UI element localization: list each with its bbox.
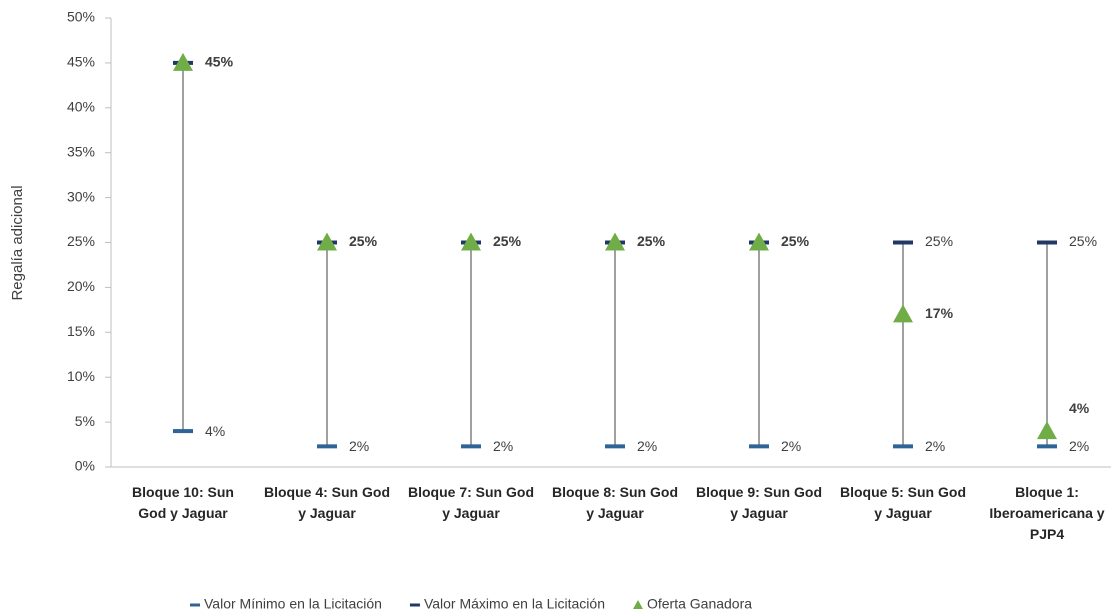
data-label: 2%	[493, 438, 513, 454]
triangle-marker	[173, 52, 193, 71]
y-tick-label: 25%	[67, 233, 95, 249]
y-tick-label: 50%	[67, 9, 95, 25]
data-label: 25%	[349, 233, 377, 249]
dash-marker	[605, 444, 625, 449]
x-tick-label: Bloque 1: Iberoamericana y PJP4	[989, 484, 1105, 542]
x-tick-label: Bloque 9: Sun God y Jaguar	[696, 484, 822, 521]
data-label: 25%	[637, 233, 666, 249]
data-label: 2%	[781, 438, 801, 454]
legend-marker	[190, 603, 200, 607]
y-axis-title: Regalía adicional	[9, 185, 26, 300]
data-label: 25%	[781, 233, 809, 249]
y-tick-label: 30%	[67, 188, 95, 204]
x-tick-label: Bloque 8: Sun God y Jaguar	[552, 484, 678, 521]
triangle-marker	[461, 232, 481, 251]
dash-marker	[893, 240, 913, 245]
x-tick-label: Bloque 5: Sun God y Jaguar	[840, 484, 966, 521]
data-label: 2%	[925, 438, 945, 454]
data-label: 25%	[493, 233, 521, 249]
legend-marker	[632, 600, 643, 609]
x-tick-label: Bloque 4: Sun God y Jaguar	[264, 484, 390, 521]
dash-marker	[893, 444, 913, 449]
legend-label: Valor Máximo en la Licitación	[424, 596, 605, 612]
y-tick-label: 35%	[67, 143, 95, 159]
data-label: 2%	[1069, 438, 1089, 454]
dash-marker	[1037, 444, 1057, 449]
triangle-marker	[1037, 421, 1057, 440]
legend-label: Oferta Ganadora	[647, 596, 752, 612]
triangle-marker	[749, 232, 769, 251]
legend-label: Valor Mínimo en la Licitación	[204, 596, 382, 612]
triangle-marker	[893, 304, 913, 323]
y-tick-label: 5%	[75, 413, 95, 429]
data-label: 4%	[1069, 400, 1090, 416]
dash-marker	[173, 429, 193, 434]
data-label: 25%	[1069, 233, 1097, 249]
dash-marker	[1037, 240, 1057, 245]
data-label: 4%	[205, 423, 225, 439]
data-label: 17%	[925, 305, 954, 321]
y-tick-label: 40%	[67, 99, 95, 115]
data-label: 45%	[205, 54, 234, 70]
x-tick-label: Bloque 10: Sun God y Jaguar	[132, 484, 234, 521]
data-label: 45%	[205, 54, 233, 70]
data-label: 2%	[637, 438, 657, 454]
data-label: 25%	[781, 233, 810, 249]
dash-marker	[461, 444, 481, 449]
data-label: 25%	[637, 233, 665, 249]
y-tick-label: 15%	[67, 323, 95, 339]
triangle-marker	[605, 232, 625, 251]
y-tick-label: 0%	[75, 458, 95, 474]
legend-marker	[409, 603, 420, 607]
data-label: 25%	[349, 233, 378, 249]
dash-marker	[749, 444, 769, 449]
y-tick-label: 45%	[67, 54, 95, 70]
data-label: 2%	[349, 438, 369, 454]
data-label: 25%	[493, 233, 522, 249]
y-tick-label: 20%	[67, 278, 95, 294]
x-tick-label: Bloque 7: Sun God y Jaguar	[408, 484, 534, 521]
dash-marker	[317, 444, 337, 449]
data-label: 25%	[925, 233, 953, 249]
triangle-marker	[317, 232, 337, 251]
y-tick-label: 10%	[67, 368, 95, 384]
